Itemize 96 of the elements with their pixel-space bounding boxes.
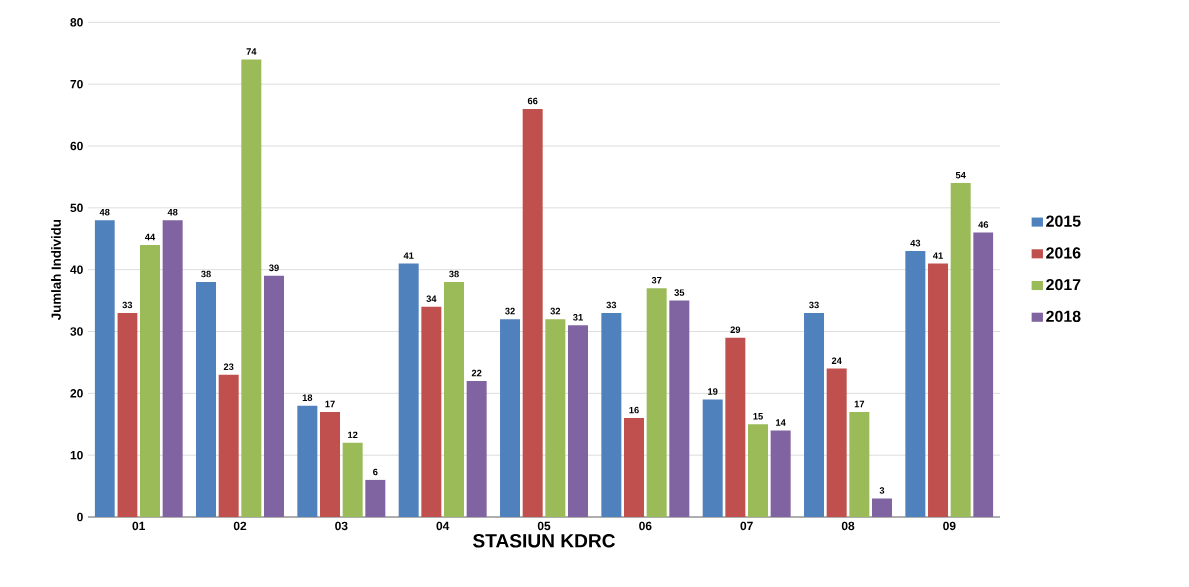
bar (669, 300, 690, 517)
data-label: 32 (550, 307, 561, 315)
bar (928, 263, 949, 517)
bar (466, 380, 487, 517)
bar (162, 220, 183, 517)
bar (444, 282, 464, 517)
bar (320, 411, 341, 517)
data-label: 41 (932, 252, 943, 259)
bar (500, 319, 521, 517)
bar (646, 288, 667, 517)
data-label: 48 (167, 208, 178, 216)
bar (94, 220, 115, 517)
data-label: 33 (606, 301, 617, 309)
bar (421, 306, 442, 517)
bar (117, 312, 138, 517)
bar (725, 337, 746, 517)
bar (973, 232, 994, 517)
data-label: 43 (910, 239, 921, 247)
data-label: 6 (373, 468, 378, 476)
bar (950, 183, 971, 517)
y-tick-label: 0 (77, 512, 83, 522)
bar (365, 479, 386, 517)
data-label: 38 (201, 270, 211, 278)
y-tick-label: 50 (70, 203, 83, 213)
bar (263, 275, 284, 517)
bar (849, 411, 870, 517)
bar (601, 312, 622, 517)
bar (398, 263, 419, 517)
bar (139, 244, 160, 517)
data-label: 37 (651, 276, 662, 284)
data-label: 12 (348, 431, 358, 439)
data-label: 66 (527, 97, 538, 105)
bar (522, 108, 543, 517)
bar (297, 405, 318, 517)
legend-label: 2016 (1046, 247, 1081, 259)
x-tick-label: 05 (537, 521, 551, 531)
bar (218, 374, 239, 517)
y-axis-title: Jumlah Individu (51, 219, 61, 321)
data-label: 46 (978, 221, 989, 228)
data-label: 14 (776, 419, 786, 426)
y-tick-label: 30 (70, 327, 83, 336)
data-label: 34 (426, 295, 437, 303)
legend-label: 2018 (1046, 310, 1081, 322)
y-tick-label: 70 (70, 79, 83, 89)
data-label: 29 (730, 326, 741, 333)
data-label: 19 (708, 388, 718, 395)
data-label: 16 (629, 406, 639, 414)
data-label: 24 (831, 357, 842, 364)
data-label: 33 (122, 301, 133, 309)
data-label: 15 (753, 413, 763, 420)
x-tick-label: 08 (841, 521, 855, 531)
x-tick-label: 07 (740, 521, 753, 531)
bar (804, 312, 825, 517)
data-label: 33 (809, 301, 819, 309)
bar (241, 59, 262, 517)
x-tick-label: 04 (436, 521, 450, 531)
data-label: 31 (573, 314, 583, 321)
data-label: 74 (246, 48, 257, 55)
data-label: 32 (505, 307, 515, 315)
data-label: 35 (674, 289, 685, 296)
data-label: 17 (325, 400, 335, 408)
data-label: 44 (144, 233, 156, 241)
y-tick-label: 20 (70, 389, 83, 398)
data-label: 17 (854, 400, 865, 408)
bar (196, 282, 217, 517)
bar (545, 319, 566, 517)
data-label: 39 (269, 264, 279, 272)
y-tick-label: 10 (70, 450, 83, 460)
bar (748, 424, 768, 517)
x-tick-label: 02 (233, 521, 247, 531)
bar (624, 418, 645, 517)
x-tick-label: 01 (132, 521, 145, 531)
x-tick-label: 09 (943, 521, 956, 531)
x-tick-label: 03 (335, 521, 348, 531)
legend-label: 2017 (1046, 278, 1081, 291)
y-tick-label: 40 (70, 265, 83, 274)
bar (702, 399, 723, 517)
bar (567, 325, 588, 517)
bar (342, 442, 363, 517)
bar (826, 368, 847, 517)
data-label: 3 (879, 487, 885, 494)
y-tick-label: 60 (70, 141, 83, 151)
data-label: 48 (99, 208, 110, 216)
x-axis-title: STASIUN KDRC (472, 533, 616, 548)
bar (871, 498, 892, 517)
bar (905, 251, 926, 517)
bar (770, 430, 791, 517)
data-label: 38 (449, 270, 459, 278)
data-label: 23 (223, 363, 234, 371)
data-label: 54 (955, 171, 966, 179)
data-label: 22 (471, 369, 482, 377)
y-tick-label: 80 (70, 18, 83, 27)
legend-label: 2015 (1046, 215, 1081, 227)
data-label: 41 (403, 252, 414, 259)
x-tick-label: 06 (639, 521, 652, 531)
data-label: 18 (302, 394, 313, 401)
